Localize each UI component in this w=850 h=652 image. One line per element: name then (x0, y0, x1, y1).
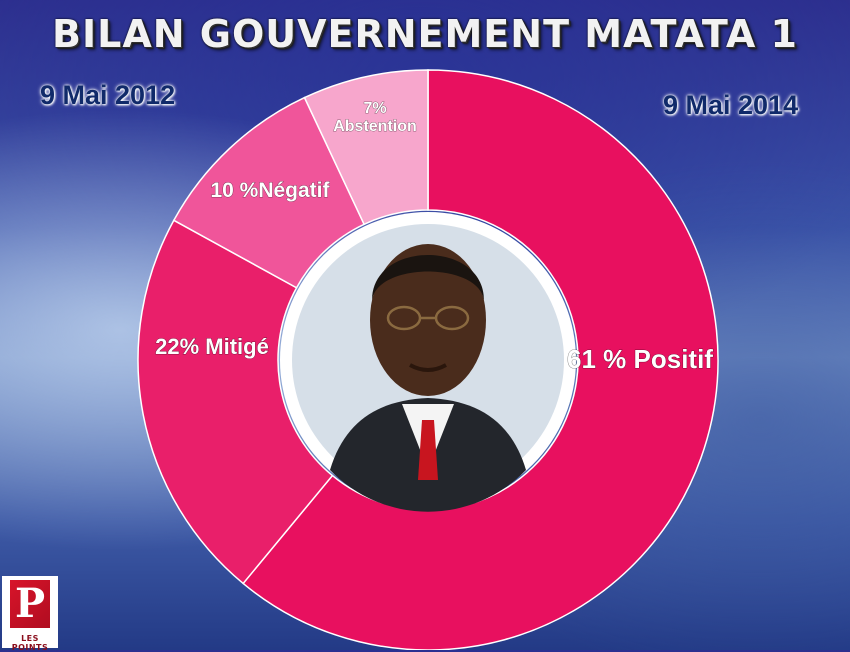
donut-slice (137, 219, 334, 585)
slice-label: 10 %Négatif (210, 179, 330, 202)
portrait-mouth (409, 363, 447, 372)
start-date-label: 9 Mai 2012 (40, 80, 176, 110)
slice-label: 7% Abstention (333, 100, 417, 135)
portrait-face (370, 244, 486, 396)
slice-label: 22% Mitigé (155, 334, 269, 359)
portrait-tie (418, 420, 438, 480)
logo-letter: P (10, 580, 50, 628)
slice-label: 61 % Positif (567, 344, 713, 374)
donut-slice (303, 69, 429, 226)
center-portrait (280, 212, 576, 512)
end-date-label: 9 Mai 2014 (663, 90, 799, 120)
portrait-hair (372, 255, 484, 300)
logo-text: LES POINTS (11, 634, 49, 652)
chart-title: BILAN GOUVERNEMENT MATATA 1 (52, 12, 798, 56)
les-points-logo: P LES POINTS (2, 576, 58, 652)
donut-slice (242, 69, 719, 650)
